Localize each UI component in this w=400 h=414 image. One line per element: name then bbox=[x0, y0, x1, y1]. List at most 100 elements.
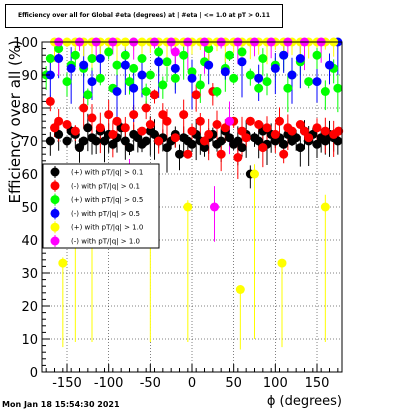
data-point bbox=[54, 129, 64, 139]
data-point bbox=[125, 77, 134, 87]
data-point bbox=[312, 123, 322, 133]
data-point bbox=[50, 123, 59, 133]
data-point bbox=[141, 87, 151, 96]
data-point bbox=[320, 87, 330, 96]
title-box: Efficiency over all for Global #eta (deg… bbox=[5, 4, 283, 28]
data-point bbox=[137, 54, 147, 63]
legend-box bbox=[42, 163, 160, 249]
data-point bbox=[91, 136, 101, 146]
data-point bbox=[295, 54, 305, 63]
data-point bbox=[108, 139, 118, 149]
data-point bbox=[304, 133, 314, 143]
legend-entry: (+) with pT/|q| > 1.0 bbox=[71, 224, 143, 232]
data-point bbox=[175, 149, 184, 159]
data-point bbox=[120, 136, 130, 146]
data-point bbox=[287, 70, 297, 80]
data-point bbox=[187, 73, 197, 83]
data-point bbox=[187, 139, 197, 149]
data-point bbox=[83, 123, 93, 133]
data-point bbox=[137, 126, 147, 136]
chart-title: Efficiency over all for Global #eta (deg… bbox=[17, 12, 270, 19]
y-tick-label: 50 bbox=[21, 201, 38, 216]
data-point bbox=[312, 50, 322, 60]
data-point bbox=[179, 110, 189, 120]
data-point bbox=[54, 54, 64, 63]
legend-marker bbox=[50, 181, 60, 191]
data-point bbox=[66, 63, 76, 73]
data-point bbox=[154, 47, 164, 57]
data-point bbox=[212, 120, 222, 129]
data-point bbox=[170, 63, 180, 73]
data-point bbox=[158, 110, 168, 120]
data-point bbox=[262, 123, 272, 133]
data-point bbox=[45, 136, 55, 146]
data-point bbox=[145, 70, 155, 80]
data-point bbox=[112, 116, 122, 126]
data-point bbox=[325, 60, 334, 70]
data-point bbox=[129, 63, 139, 73]
y-tick-label: 30 bbox=[21, 267, 38, 282]
data-point bbox=[333, 83, 343, 93]
x-tick-label: -150 bbox=[52, 376, 82, 391]
data-point bbox=[212, 87, 222, 96]
data-point bbox=[145, 120, 155, 129]
data-point bbox=[58, 258, 68, 268]
data-point bbox=[237, 47, 247, 57]
data-point bbox=[210, 202, 219, 212]
data-point bbox=[250, 169, 259, 179]
data-point bbox=[150, 90, 159, 100]
data-point bbox=[45, 96, 55, 106]
data-point bbox=[204, 129, 214, 139]
data-point bbox=[125, 143, 134, 153]
data-point bbox=[112, 87, 122, 96]
data-point bbox=[195, 116, 205, 126]
data-point bbox=[334, 126, 344, 136]
data-point bbox=[262, 77, 272, 87]
data-point bbox=[233, 153, 243, 162]
data-point bbox=[158, 80, 168, 90]
data-point bbox=[304, 77, 314, 87]
data-point bbox=[300, 126, 309, 136]
data-point bbox=[287, 126, 297, 136]
y-tick-label: 90 bbox=[21, 69, 38, 84]
data-point bbox=[200, 143, 209, 153]
data-point bbox=[283, 83, 293, 93]
data-point bbox=[277, 258, 287, 268]
data-point bbox=[254, 120, 264, 129]
data-point bbox=[162, 116, 172, 126]
data-point bbox=[100, 136, 109, 146]
legend-entry: (-) with pT/|q| > 0.5 bbox=[71, 210, 140, 218]
data-point bbox=[87, 113, 97, 123]
data-point bbox=[187, 67, 197, 77]
data-point bbox=[54, 116, 64, 126]
data-point bbox=[254, 73, 264, 83]
legend-marker bbox=[50, 195, 60, 205]
data-point bbox=[237, 143, 247, 153]
data-point bbox=[150, 129, 159, 139]
data-point bbox=[112, 60, 122, 70]
legend-entry: (-) with pT/|q| > 1.0 bbox=[71, 238, 140, 246]
data-point bbox=[79, 60, 89, 70]
data-point bbox=[120, 123, 130, 133]
y-tick-label: 20 bbox=[21, 300, 38, 315]
data-point bbox=[129, 110, 139, 120]
data-point bbox=[129, 83, 139, 93]
y-tick-label: 10 bbox=[21, 333, 38, 348]
data-point bbox=[79, 103, 89, 113]
data-point bbox=[95, 54, 105, 63]
data-point bbox=[120, 60, 130, 70]
data-point bbox=[220, 123, 230, 133]
data-point bbox=[108, 129, 118, 139]
data-point bbox=[312, 77, 322, 87]
legend-marker bbox=[50, 236, 60, 246]
data-point bbox=[70, 50, 80, 60]
data-point bbox=[137, 70, 147, 80]
timestamp: Mon Jan 18 15:54:30 2021 bbox=[2, 400, 120, 409]
data-point bbox=[220, 67, 230, 77]
x-tick-label: 0 bbox=[188, 376, 196, 391]
x-tick-label: 50 bbox=[225, 376, 242, 391]
data-point bbox=[216, 149, 226, 159]
data-point bbox=[179, 50, 189, 60]
data-point bbox=[75, 143, 84, 153]
y-tick-label: 40 bbox=[21, 234, 38, 249]
